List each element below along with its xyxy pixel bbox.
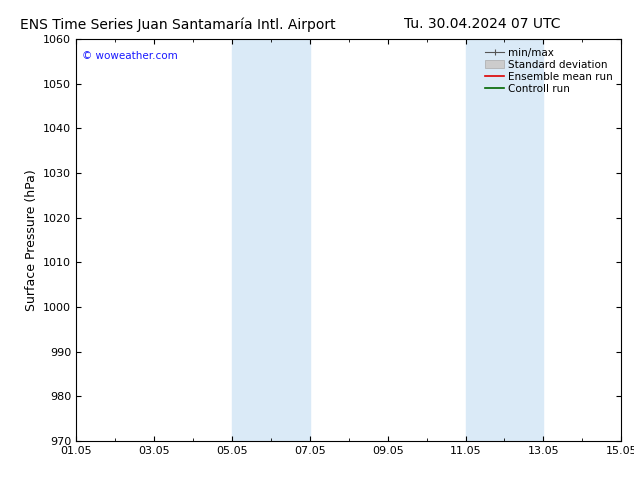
Text: ENS Time Series Juan Santamaría Intl. Airport: ENS Time Series Juan Santamaría Intl. Ai… (20, 17, 335, 32)
Title: ENS Time Series Juan Santamaría Intl. Airport    Tu. 30.04.2024 07 UTC: ENS Time Series Juan Santamaría Intl. Ai… (0, 489, 1, 490)
Y-axis label: Surface Pressure (hPa): Surface Pressure (hPa) (25, 169, 37, 311)
Text: © woweather.com: © woweather.com (82, 51, 178, 61)
Text: Tu. 30.04.2024 07 UTC: Tu. 30.04.2024 07 UTC (404, 17, 560, 31)
Bar (232, 39, 310, 441)
Legend: min/max, Standard deviation, Ensemble mean run, Controll run: min/max, Standard deviation, Ensemble me… (482, 45, 616, 97)
Bar (465, 39, 543, 441)
